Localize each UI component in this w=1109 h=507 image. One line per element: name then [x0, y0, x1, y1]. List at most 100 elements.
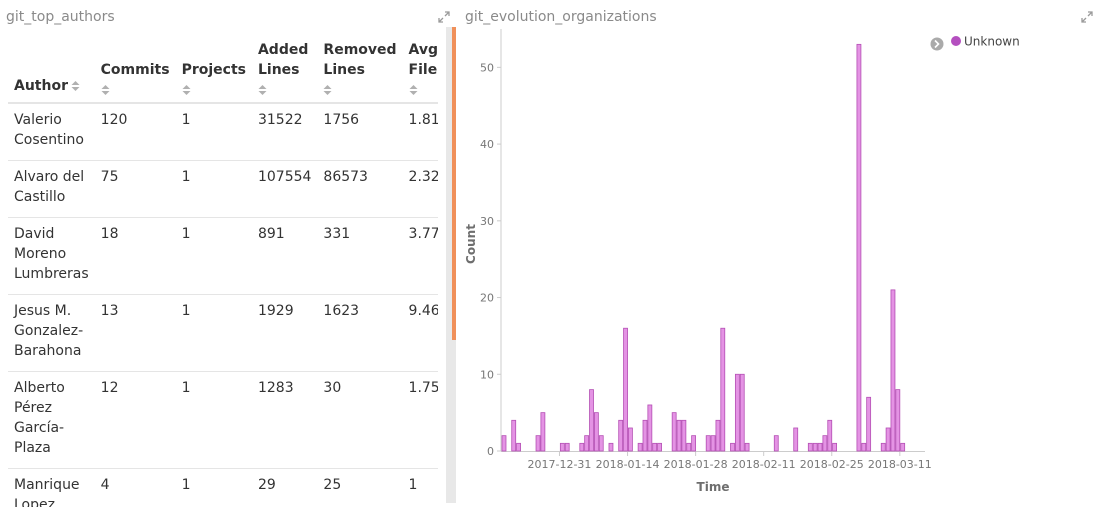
- bar[interactable]: [822, 435, 828, 452]
- sort-control[interactable]: [101, 80, 170, 96]
- bar[interactable]: [589, 389, 594, 452]
- scrollbar-track[interactable]: [446, 27, 456, 503]
- y-tick-label: 40: [480, 138, 494, 151]
- sort-control[interactable]: [409, 80, 438, 96]
- column-header-label: Files: [408, 62, 438, 78]
- bar[interactable]: [593, 412, 599, 452]
- cell-added: 1283: [251, 371, 318, 469]
- column-header-label: Projects: [181, 62, 246, 78]
- author-name-line: Jesus M.: [14, 303, 72, 319]
- sort-icon[interactable]: [258, 84, 267, 96]
- bar[interactable]: [812, 442, 818, 452]
- cell-author[interactable]: Alvaro del Castillo: [8, 160, 95, 218]
- author-name-line: Lumbreras: [14, 266, 89, 282]
- bar[interactable]: [637, 442, 643, 452]
- bar[interactable]: [856, 43, 862, 452]
- bar[interactable]: [618, 419, 624, 452]
- legend-entry-unknown[interactable]: Unknown: [951, 35, 1020, 49]
- bar[interactable]: [501, 435, 507, 452]
- bar[interactable]: [710, 435, 716, 452]
- sort-control[interactable]: [182, 80, 246, 96]
- bar[interactable]: [579, 442, 585, 452]
- bar[interactable]: [807, 442, 813, 452]
- sort-control[interactable]: [323, 80, 396, 96]
- cell-author[interactable]: Manrique Lopez: [8, 468, 95, 507]
- column-header-author[interactable]: Author: [8, 34, 95, 104]
- sort-control[interactable]: [258, 80, 311, 96]
- cell-author[interactable]: Alberto Pérez García-Plaza: [8, 371, 95, 469]
- column-header-added-lines[interactable]: Added Lines: [251, 34, 318, 104]
- bar[interactable]: [773, 435, 779, 452]
- bar[interactable]: [516, 442, 521, 452]
- cell-projects: 1: [175, 371, 252, 469]
- bar[interactable]: [827, 419, 833, 452]
- bar[interactable]: [885, 427, 891, 452]
- bar[interactable]: [559, 442, 565, 452]
- column-header-label: Added: [257, 42, 309, 58]
- cell-author[interactable]: Valerio Cosentino: [8, 103, 95, 161]
- cell-author[interactable]: David Moreno Lumbreras: [8, 217, 95, 295]
- bar[interactable]: [832, 442, 838, 452]
- fullscreen-icon[interactable]: [438, 11, 450, 23]
- bar[interactable]: [900, 442, 906, 452]
- bar[interactable]: [861, 442, 867, 452]
- author-name-line: Barahona: [14, 343, 82, 359]
- column-header-label: Lines: [323, 62, 365, 78]
- x-tick-label: 2018-01-28: [664, 458, 728, 471]
- cell-commits: 4: [94, 468, 176, 507]
- bar[interactable]: [598, 435, 604, 452]
- bar[interactable]: [671, 412, 677, 452]
- bar[interactable]: [720, 327, 726, 452]
- bar[interactable]: [705, 435, 711, 452]
- cell-author[interactable]: Jesus M. Gonzalez- Barahona: [8, 294, 95, 372]
- bar[interactable]: [540, 412, 546, 452]
- bar[interactable]: [734, 373, 740, 452]
- scrollbar-thumb[interactable]: [452, 27, 456, 340]
- bar[interactable]: [623, 327, 628, 452]
- fullscreen-icon[interactable]: [1081, 11, 1093, 23]
- bar[interactable]: [628, 427, 633, 452]
- column-header-avg-files[interactable]: Avg. Files: [402, 34, 438, 104]
- bar[interactable]: [676, 419, 682, 452]
- bar[interactable]: [608, 442, 614, 452]
- bar[interactable]: [584, 435, 590, 452]
- legend-toggle-icon[interactable]: [930, 37, 944, 51]
- column-header-removed-lines[interactable]: Removed Lines: [317, 34, 403, 104]
- bar[interactable]: [564, 442, 570, 452]
- sort-icon[interactable]: [182, 84, 191, 96]
- bar[interactable]: [817, 442, 823, 452]
- bar[interactable]: [866, 396, 872, 452]
- cell-projects: 1: [175, 217, 252, 295]
- sort-icon[interactable]: [71, 80, 80, 92]
- bar[interactable]: [739, 373, 745, 452]
- cell-avg-files: 9.462: [402, 294, 438, 372]
- author-name-line: Alvaro del: [14, 169, 85, 185]
- bar[interactable]: [642, 419, 648, 452]
- bar[interactable]: [686, 442, 692, 452]
- column-header-commits[interactable]: Commits: [94, 34, 176, 104]
- x-axis-label: Time: [697, 480, 730, 494]
- sort-icon[interactable]: [409, 84, 418, 96]
- bar[interactable]: [715, 419, 721, 452]
- bar[interactable]: [890, 289, 896, 452]
- cell-projects: 1: [175, 294, 252, 372]
- bar[interactable]: [895, 389, 901, 452]
- sort-icon[interactable]: [323, 84, 332, 96]
- cell-commits: 13: [94, 294, 176, 372]
- bar[interactable]: [657, 442, 662, 452]
- bar[interactable]: [652, 442, 658, 452]
- bar[interactable]: [744, 442, 750, 452]
- bar[interactable]: [730, 442, 735, 452]
- bar[interactable]: [681, 419, 687, 452]
- bar[interactable]: [691, 435, 697, 452]
- column-header-projects[interactable]: Projects: [175, 34, 252, 104]
- bar[interactable]: [511, 419, 517, 452]
- cell-avg-files: 3.778: [402, 217, 438, 295]
- bar[interactable]: [880, 442, 886, 452]
- sort-icon[interactable]: [101, 84, 110, 96]
- bar-series-unknown: [501, 43, 906, 452]
- bar[interactable]: [647, 404, 653, 452]
- bar[interactable]: [535, 435, 541, 452]
- bar[interactable]: [793, 427, 799, 452]
